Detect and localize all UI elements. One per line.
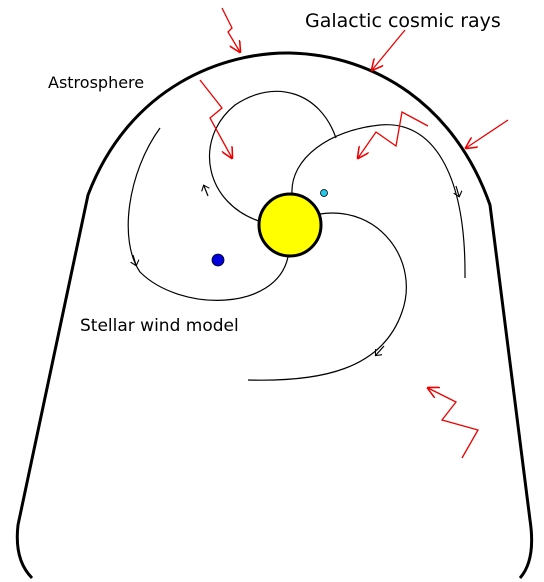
spiral-arm bbox=[209, 90, 337, 223]
spiral-arm bbox=[291, 124, 466, 279]
stellar-wind-label: Stellar wind model bbox=[80, 316, 239, 336]
planet bbox=[320, 189, 328, 197]
cosmic-ray bbox=[428, 388, 479, 459]
spiral-arm bbox=[247, 212, 407, 381]
cosmic-ray bbox=[466, 119, 509, 148]
flow-arrow bbox=[133, 254, 136, 265]
star bbox=[257, 192, 323, 258]
planet bbox=[211, 253, 225, 267]
cosmic-rays-label: Galactic cosmic rays bbox=[305, 10, 501, 32]
flow-arrow bbox=[204, 186, 208, 197]
cosmic-ray bbox=[199, 79, 232, 158]
flow-arrow bbox=[376, 345, 385, 355]
spiral-arm bbox=[127, 127, 289, 301]
cosmic-ray bbox=[221, 7, 240, 52]
cosmic-ray bbox=[372, 29, 406, 70]
astrosphere-label: Astrosphere bbox=[48, 73, 144, 92]
cosmic-ray bbox=[358, 111, 429, 158]
flow-arrow bbox=[456, 185, 459, 196]
astrosphere-boundary bbox=[15, 51, 534, 580]
